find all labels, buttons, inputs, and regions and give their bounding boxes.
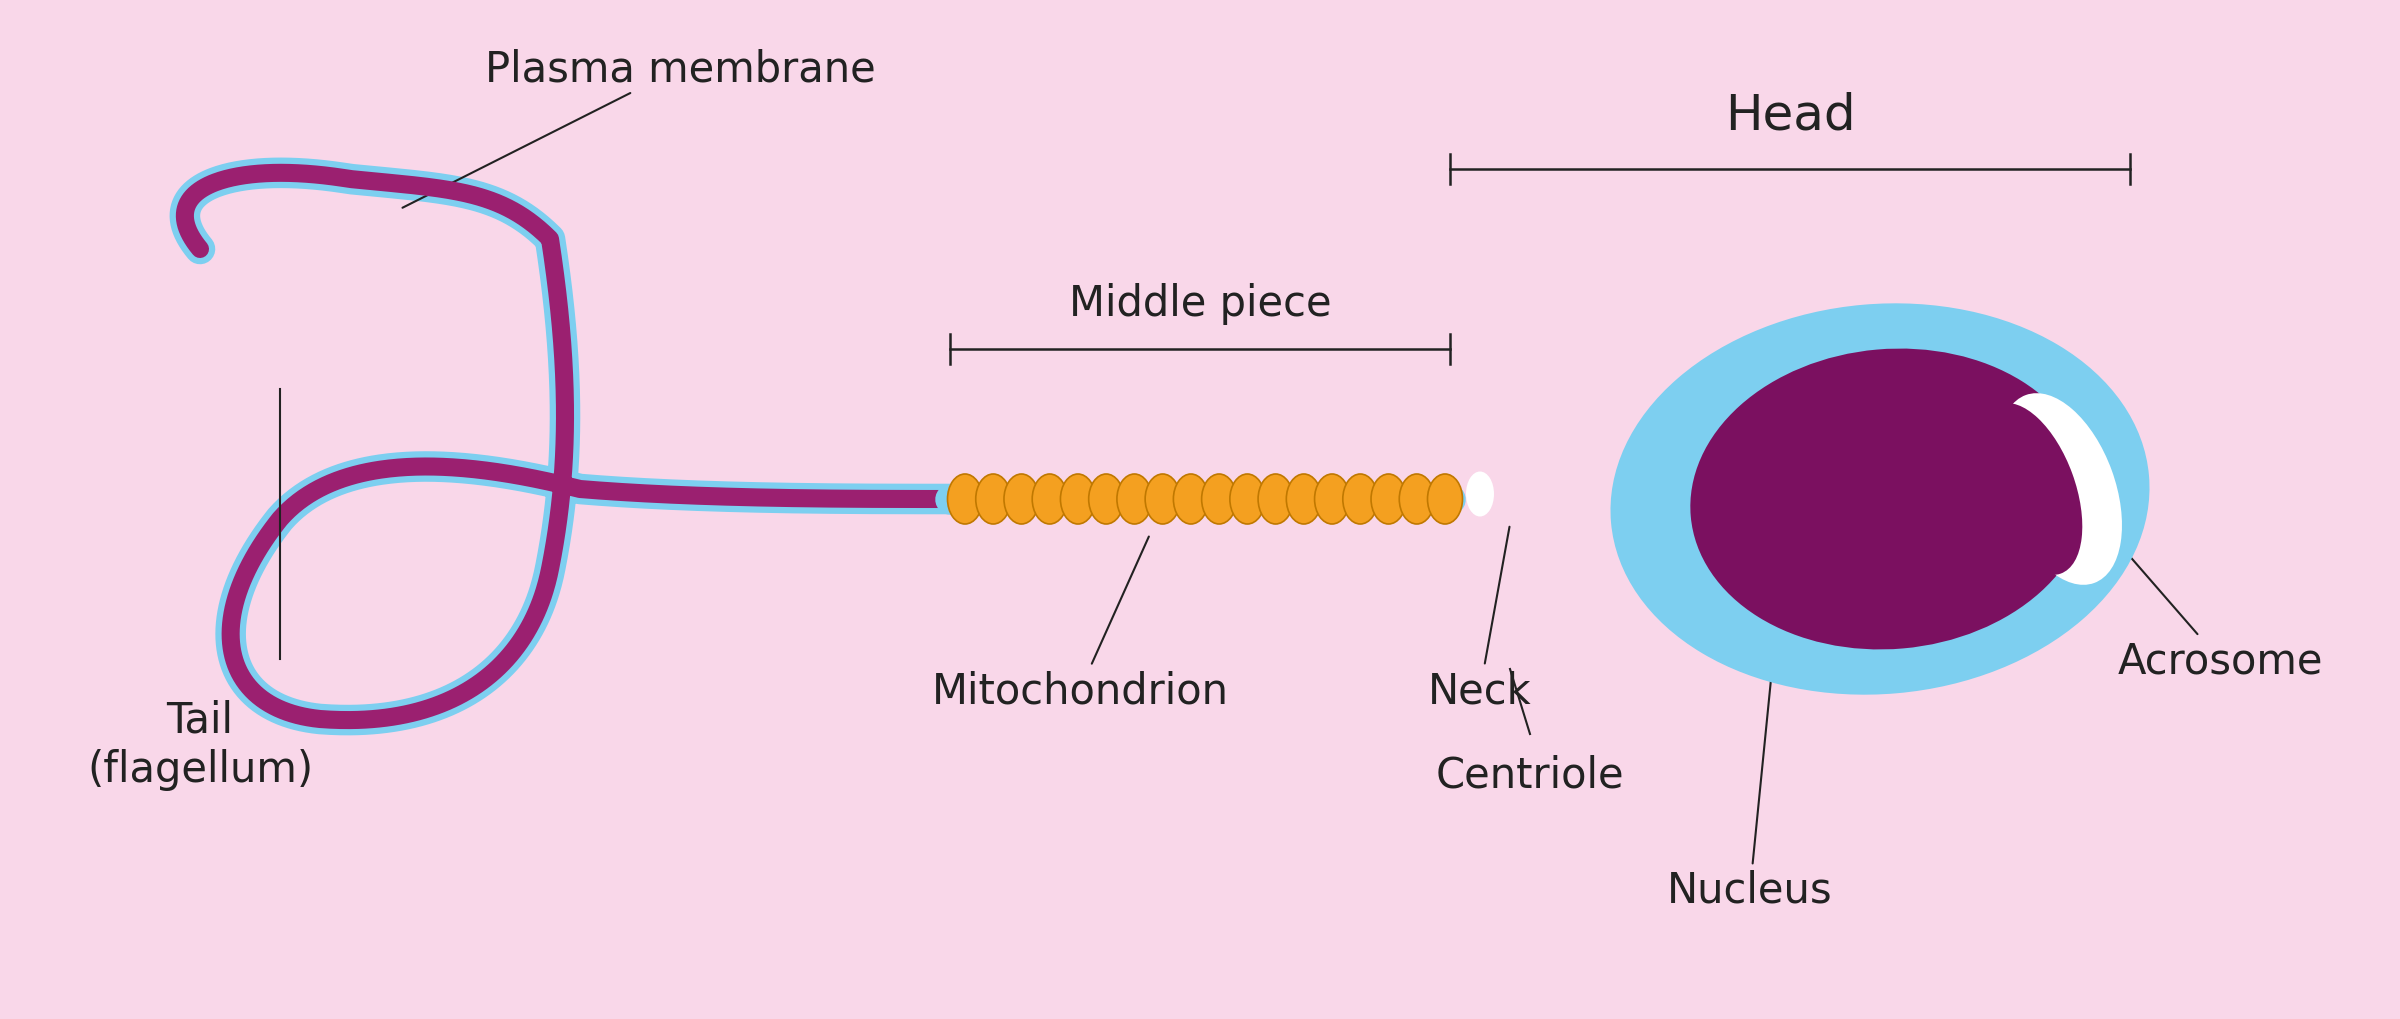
Text: Mitochondrion: Mitochondrion [931,537,1229,711]
Ellipse shape [1116,475,1152,525]
Ellipse shape [1032,475,1068,525]
Ellipse shape [1370,475,1406,525]
Ellipse shape [1999,393,2122,585]
Text: Head: Head [1726,92,1855,140]
Ellipse shape [1978,404,2083,576]
Ellipse shape [1399,475,1435,525]
Ellipse shape [1315,475,1349,525]
Ellipse shape [977,475,1010,525]
Text: Plasma membrane: Plasma membrane [403,48,876,209]
Ellipse shape [1061,475,1094,525]
Ellipse shape [1466,472,1493,517]
Ellipse shape [1258,475,1294,525]
Ellipse shape [1428,475,1462,525]
Ellipse shape [1229,475,1265,525]
Text: Middle piece: Middle piece [1068,282,1332,325]
Text: Neck: Neck [1428,527,1531,711]
Ellipse shape [1003,475,1039,525]
Ellipse shape [1174,475,1207,525]
Ellipse shape [1610,304,2150,695]
Text: Acrosome: Acrosome [2081,501,2323,682]
Ellipse shape [1286,475,1322,525]
Ellipse shape [1690,350,2090,650]
Ellipse shape [1342,475,1378,525]
Text: Nucleus: Nucleus [1668,592,1834,911]
Ellipse shape [1090,475,1123,525]
Ellipse shape [1145,475,1181,525]
Ellipse shape [1202,475,1236,525]
Text: Tail
(flagellum): Tail (flagellum) [86,699,312,790]
Ellipse shape [948,475,982,525]
Text: Centriole: Centriole [1435,754,1625,796]
